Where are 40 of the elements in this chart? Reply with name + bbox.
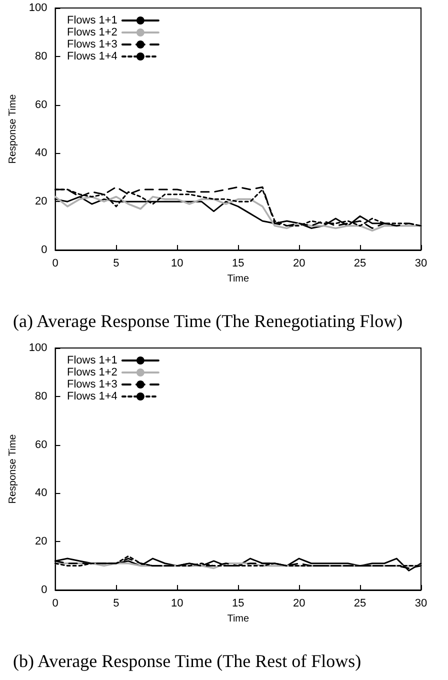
x-tick-label: 25 (354, 598, 366, 610)
text: (b) Average Response Time (The Rest of Flows) (13, 651, 362, 671)
y-tick-label: 80 (35, 50, 48, 62)
x-tick-label: 20 (292, 258, 306, 270)
y-tick-label: 20 (35, 536, 48, 548)
x-tick-label: 20 (292, 598, 306, 610)
y-tick-label: 40 (35, 147, 48, 160)
text: (a) Average Response Time (The Renegotiating Flow) (13, 311, 403, 331)
x-tick-label: 0 (52, 258, 58, 270)
y-axis-title: Response Time (8, 434, 18, 504)
y-tick-label: 80 (35, 390, 48, 402)
legend-label: Flows 1+4 (66, 50, 118, 62)
legend-label: Flows 1+1 (66, 14, 118, 26)
legend-label: Flows 1+1 (66, 354, 118, 366)
y-tick-label: 0 (41, 244, 48, 256)
y-tick-label: 100 (28, 2, 48, 14)
legend-label: Flows 1+3 (66, 38, 118, 50)
y-tick-label: 20 (35, 196, 48, 208)
x-axis-title: Time (227, 273, 250, 284)
legend-label: Flows 1+3 (66, 378, 118, 390)
x-tick-label: 0 (52, 598, 58, 610)
legend-label: Flows 1+2 (66, 26, 118, 38)
legend-label: Flows 1+4 (66, 390, 118, 402)
x-tick-label: 30 (414, 598, 428, 610)
y-axis-title: Response Time (8, 94, 18, 164)
legend-label: Flows 1+2 (66, 366, 118, 378)
x-axis-title: Time (227, 613, 250, 624)
x-tick-label: 15 (232, 258, 244, 270)
x-tick-label: 10 (171, 598, 184, 610)
x-tick-label: 15 (232, 598, 244, 610)
x-tick-label: 5 (113, 598, 120, 610)
y-tick-label: 40 (35, 487, 48, 500)
x-tick-label: 10 (171, 258, 184, 270)
x-tick-label: 25 (354, 258, 366, 270)
y-tick-label: 100 (28, 342, 48, 354)
x-tick-label: 30 (414, 258, 428, 270)
x-tick-label: 5 (113, 258, 120, 270)
y-tick-label: 0 (41, 584, 48, 596)
y-tick-label: 60 (35, 438, 48, 451)
y-tick-label: 60 (35, 98, 48, 111)
